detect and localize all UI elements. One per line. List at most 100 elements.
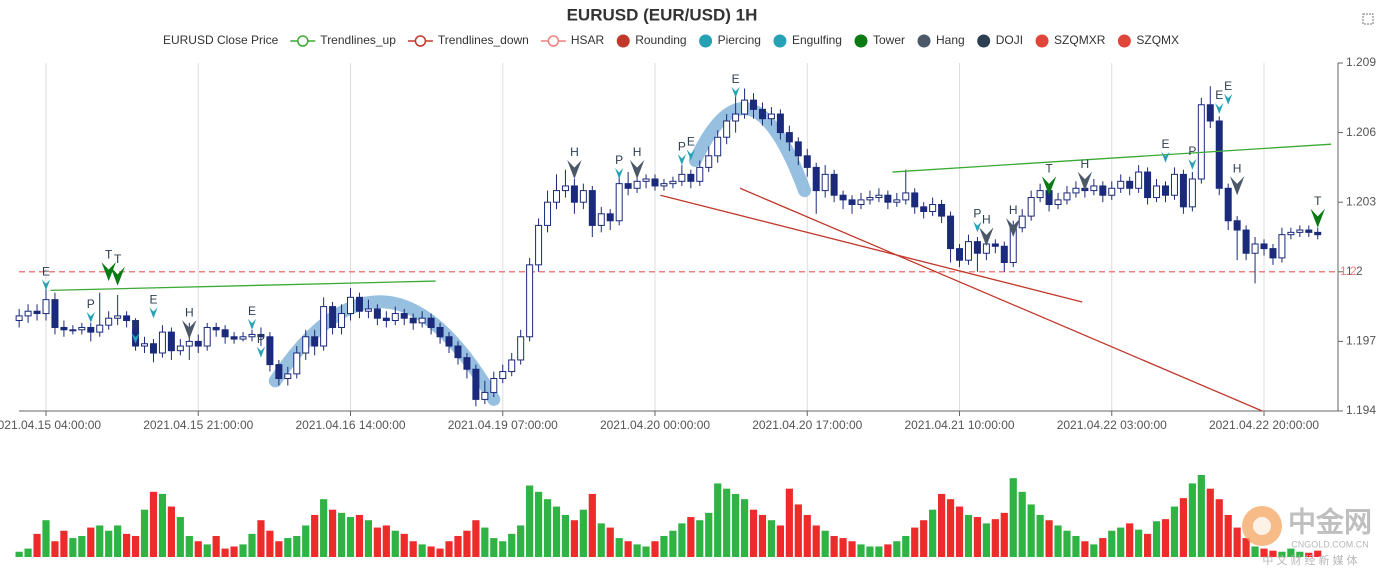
- volume-bar: [776, 525, 784, 557]
- legend-icon: [773, 34, 787, 48]
- candle-body: [973, 241, 981, 254]
- volume-bar: [929, 509, 937, 557]
- candle-body: [1260, 243, 1268, 250]
- restore-icon[interactable]: [1362, 13, 1374, 25]
- volume-bar: [758, 514, 767, 557]
- pattern-marker: [979, 227, 994, 247]
- hsar-label: 1.2: [1340, 264, 1357, 278]
- volume-bar: [946, 499, 955, 557]
- volume-bar: [785, 488, 793, 557]
- candle-body: [230, 336, 238, 340]
- candle-body: [194, 340, 202, 347]
- candle-body: [373, 308, 381, 319]
- candle-body: [803, 155, 811, 168]
- candle-body: [141, 343, 149, 347]
- candle-body: [1242, 229, 1250, 254]
- volume-bar: [123, 533, 131, 557]
- volume-bar: [1314, 550, 1322, 557]
- candle-body: [1027, 197, 1035, 217]
- candle-body: [284, 373, 292, 380]
- volume-bar: [642, 546, 650, 557]
- pattern-marker: [567, 160, 582, 179]
- candle-body: [1215, 120, 1223, 189]
- volume-bar: [33, 533, 41, 557]
- volume-bar: [131, 535, 140, 557]
- candle-body: [929, 204, 937, 212]
- volume-bar: [51, 541, 59, 557]
- pattern-label: H: [1081, 157, 1090, 171]
- pattern-marker: [110, 266, 125, 286]
- volume-bar: [391, 530, 399, 557]
- volume-bar: [248, 533, 256, 557]
- pattern-marker: [629, 160, 645, 179]
- volume-bar: [69, 538, 77, 557]
- candle-body: [1063, 192, 1071, 201]
- trend-line: [660, 194, 1083, 303]
- volume-bar: [1152, 521, 1161, 557]
- candle-body: [87, 326, 95, 333]
- volume-bar: [1117, 527, 1125, 557]
- volume-bar: [1278, 551, 1286, 557]
- candle-body: [239, 336, 247, 340]
- volume-bar: [1000, 512, 1008, 557]
- candle-body: [579, 190, 587, 203]
- volume-bar: [866, 546, 874, 557]
- candle-body: [1144, 171, 1152, 199]
- volume-bar: [633, 544, 641, 557]
- volume-bar: [355, 514, 364, 557]
- legend-icon: [297, 35, 309, 47]
- candle-body: [1126, 180, 1134, 189]
- legend-icon: [414, 35, 427, 47]
- candle-body: [1305, 229, 1313, 233]
- candle-body: [1233, 220, 1241, 231]
- candle-body: [687, 173, 695, 182]
- candle-body: [185, 340, 193, 347]
- pattern-label: T: [114, 252, 122, 266]
- candle-body: [705, 155, 713, 168]
- x-tick-label: 2021.04.19 07:00:00: [448, 418, 558, 432]
- candle-body: [266, 336, 274, 366]
- y-tick-label: 1.194: [1346, 403, 1376, 417]
- volume-bar: [436, 548, 444, 557]
- volume-bar: [848, 541, 856, 557]
- candle-body: [248, 333, 256, 338]
- candle-body: [1054, 199, 1062, 206]
- legend-label: HSAR: [571, 33, 605, 47]
- volume-bar: [302, 525, 310, 557]
- candle-body: [400, 313, 408, 319]
- volume-bar: [1215, 499, 1223, 557]
- volume-bar: [1206, 488, 1214, 557]
- candle-body: [338, 313, 346, 328]
- volume-bar: [454, 535, 462, 557]
- candle-body: [947, 215, 955, 250]
- pattern-label: H: [982, 212, 991, 226]
- volume-bar: [445, 541, 453, 557]
- pattern-marker: [973, 221, 982, 233]
- candle-body: [1188, 178, 1196, 208]
- restore-icon-box[interactable]: [1362, 13, 1374, 25]
- candle-body: [606, 213, 614, 222]
- volume-bar: [579, 509, 587, 557]
- volume-bar: [1224, 514, 1232, 557]
- volume-bar: [320, 499, 328, 557]
- x-tick-label: 2021.04.20 00:00:00: [600, 418, 710, 432]
- candle-body: [347, 296, 355, 315]
- pattern-label: E: [248, 304, 256, 318]
- candle-body: [911, 192, 919, 208]
- volume-bar: [346, 517, 355, 557]
- candle-body: [42, 299, 50, 315]
- volume-bar: [293, 535, 301, 557]
- candle-body: [588, 190, 596, 226]
- volume-bar: [767, 520, 776, 557]
- volume-bar: [1126, 523, 1134, 557]
- watermark-brand: 中金网: [1288, 505, 1372, 537]
- candle-body: [570, 185, 578, 203]
- candle-body: [1179, 173, 1187, 208]
- legend-label: Trendlines_down: [438, 33, 529, 47]
- volume-bar: [490, 538, 498, 557]
- candle-body: [1018, 215, 1026, 229]
- candle-body: [956, 248, 964, 261]
- candle-body: [445, 336, 453, 347]
- volume-bar: [212, 535, 220, 557]
- legend-icon: [547, 35, 560, 47]
